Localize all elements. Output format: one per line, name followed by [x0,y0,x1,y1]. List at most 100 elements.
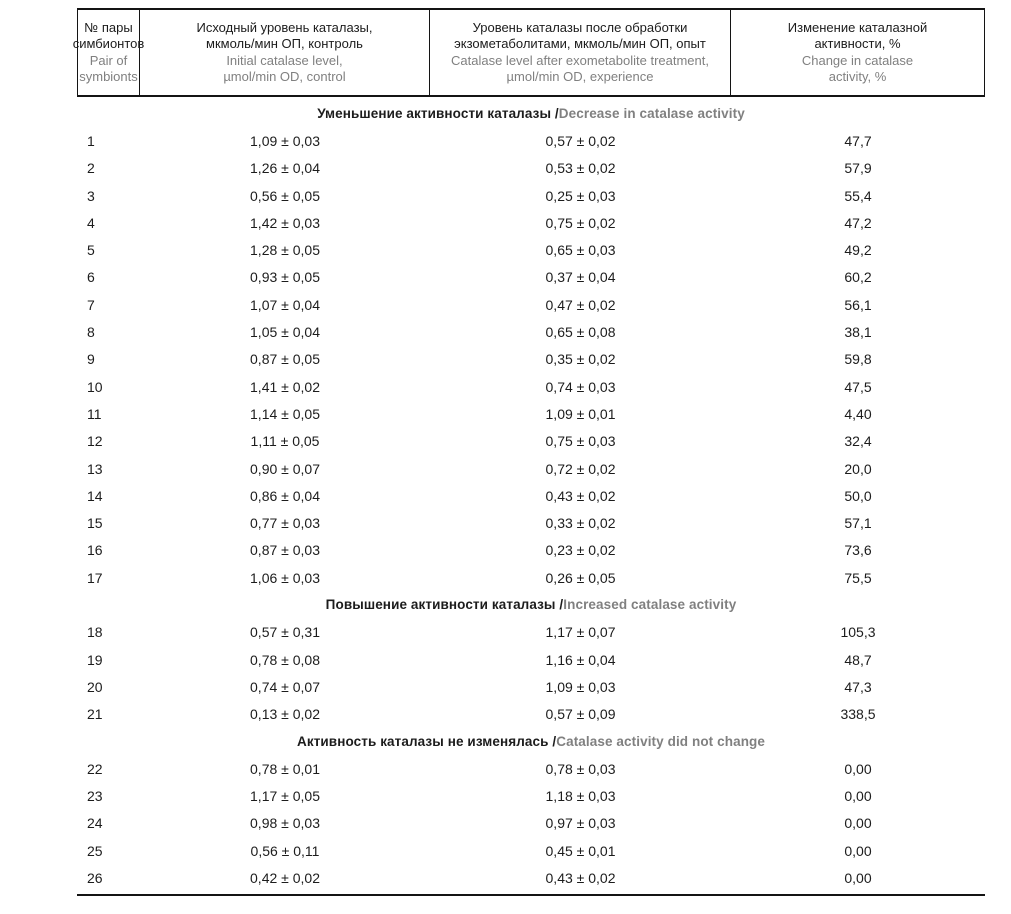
table-row: 19 0,78 ± 0,08 1,16 ± 0,04 48,7 [77,646,985,673]
table-row: 2 1,26 ± 0,04 0,53 ± 0,02 57,9 [77,155,985,182]
section-title-en: Decrease in catalase activity [558,106,745,122]
pair-number-cell: 10 [87,378,103,395]
table-row: 12 1,11 ± 0,05 0,75 ± 0,03 32,4 [77,428,985,455]
control-value-cell: 0,57 ± 0,31 [250,624,320,641]
control-value-cell: 0,90 ± 0,07 [250,460,320,477]
experiment-value-cell: 0,45 ± 0,01 [545,842,616,859]
experiment-value-cell: 0,43 ± 0,02 [545,869,616,886]
header-pair-of-symbionts: № пары симбионтов Pair of symbionts [73,10,144,95]
pair-number-cell: 26 [87,869,103,886]
table-row: 15 0,77 ± 0,03 0,33 ± 0,02 57,1 [77,509,985,536]
control-value-cell: 1,42 ± 0,03 [250,214,320,231]
table-row: 17 1,06 ± 0,03 0,26 ± 0,05 75,5 [77,564,985,591]
table-row: 10 1,41 ± 0,02 0,74 ± 0,03 47,5 [77,373,985,400]
experiment-value-cell: 0,35 ± 0,02 [545,351,616,368]
change-value-cell: 105,3 [840,624,876,641]
experiment-value-cell: 0,97 ± 0,03 [545,815,616,832]
pair-number-cell: 8 [87,324,95,341]
change-value-cell: 47,2 [844,214,872,231]
control-value-cell: 0,74 ± 0,07 [250,678,320,695]
section-title: Активность каталазы не изменялась / Cata… [77,728,985,755]
pair-number-cell: 15 [87,515,103,532]
control-value-cell: 0,87 ± 0,05 [250,351,320,368]
pair-number-cell: 16 [87,542,103,559]
experiment-value-cell: 1,09 ± 0,03 [545,678,616,695]
table-row: 26 0,42 ± 0,02 0,43 ± 0,02 0,00 [77,864,985,891]
table-row: 8 1,05 ± 0,04 0,65 ± 0,08 38,1 [77,318,985,345]
change-value-cell: 56,1 [844,296,872,313]
change-value-cell: 4,40 [844,405,872,422]
experiment-value-cell: 0,74 ± 0,03 [545,378,616,395]
control-value-cell: 0,13 ± 0,02 [250,706,320,723]
control-value-cell: 1,26 ± 0,04 [250,160,320,177]
change-value-cell: 47,3 [844,678,872,695]
experiment-value-cell: 0,75 ± 0,03 [545,433,616,450]
experiment-value-cell: 0,78 ± 0,03 [545,760,616,777]
change-value-cell: 0,00 [844,842,872,859]
control-value-cell: 1,28 ± 0,05 [250,242,320,259]
header-ru-label: Исходный уровень каталазы, мкмоль/мин ОП… [196,19,373,52]
change-value-cell: 20,0 [844,460,872,477]
experiment-value-cell: 0,57 ± 0,02 [545,132,616,149]
change-value-cell: 57,9 [844,160,872,177]
experiment-value-cell: 0,37 ± 0,04 [545,269,616,286]
table-body: Уменьшение активности каталазы / Decreas… [77,97,985,896]
control-value-cell: 1,09 ± 0,03 [250,132,320,149]
section-title-ru: Уменьшение активности каталазы / [317,106,559,122]
change-value-cell: 75,5 [844,569,872,586]
table-row: 18 0,57 ± 0,31 1,17 ± 0,07 105,3 [77,619,985,646]
change-value-cell: 59,8 [844,351,872,368]
pair-number-cell: 17 [87,569,103,586]
table-row: 24 0,98 ± 0,03 0,97 ± 0,03 0,00 [77,810,985,837]
control-value-cell: 0,86 ± 0,04 [250,487,320,504]
pair-number-cell: 22 [87,760,103,777]
table-row: 16 0,87 ± 0,03 0,23 ± 0,02 73,6 [77,537,985,564]
change-value-cell: 50,0 [844,487,872,504]
change-value-cell: 73,6 [844,542,872,559]
change-value-cell: 49,2 [844,242,872,259]
section-title-ru: Повышение активности каталазы / [325,597,564,613]
table-row: 9 0,87 ± 0,05 0,35 ± 0,02 59,8 [77,346,985,373]
change-value-cell: 0,00 [844,869,872,886]
change-value-cell: 0,00 [844,760,872,777]
table-row: 7 1,07 ± 0,04 0,47 ± 0,02 56,1 [77,291,985,318]
change-value-cell: 0,00 [844,788,872,805]
table-row: 11 1,14 ± 0,05 1,09 ± 0,01 4,40 [77,400,985,427]
header-en-label: Catalase level after exometabolite treat… [451,52,709,85]
control-value-cell: 0,98 ± 0,03 [250,815,320,832]
pair-number-cell: 18 [87,624,103,641]
control-value-cell: 1,41 ± 0,02 [250,378,320,395]
header-change-in-activity: Изменение каталазной активности, % Chang… [731,10,985,95]
header-en-label: Pair of symbionts [79,52,138,85]
table-row: 25 0,56 ± 0,11 0,45 ± 0,01 0,00 [77,837,985,864]
pair-number-cell: 6 [87,269,95,286]
section-title: Уменьшение активности каталазы / Decreas… [77,100,985,127]
experiment-value-cell: 0,26 ± 0,05 [545,569,616,586]
control-value-cell: 0,42 ± 0,02 [250,869,320,886]
experiment-value-cell: 0,57 ± 0,09 [545,706,616,723]
table-row: 21 0,13 ± 0,02 0,57 ± 0,09 338,5 [77,701,985,728]
table-row: 5 1,28 ± 0,05 0,65 ± 0,03 49,2 [77,236,985,263]
change-value-cell: 55,4 [844,187,872,204]
pair-number-cell: 11 [87,405,102,422]
section-title-en: Catalase activity did not change [556,733,765,749]
experiment-value-cell: 0,65 ± 0,03 [545,242,616,259]
header-en-label: Change in catalase activity, % [801,52,914,85]
control-value-cell: 1,05 ± 0,04 [250,324,320,341]
control-value-cell: 0,87 ± 0,03 [250,542,320,559]
pair-number-cell: 14 [87,487,103,504]
pair-number-cell: 21 [87,706,103,723]
control-value-cell: 1,06 ± 0,03 [250,569,320,586]
header-catalase-after-treatment: Уровень каталазы после обработки экзомет… [430,10,731,95]
control-value-cell: 0,56 ± 0,11 [250,842,320,859]
control-value-cell: 0,93 ± 0,05 [250,269,320,286]
experiment-value-cell: 0,43 ± 0,02 [545,487,616,504]
pair-number-cell: 2 [87,160,95,177]
pair-number-cell: 20 [87,678,103,695]
control-value-cell: 1,07 ± 0,04 [250,296,320,313]
change-value-cell: 38,1 [844,324,872,341]
change-value-cell: 48,7 [844,651,872,668]
experiment-value-cell: 0,75 ± 0,02 [545,214,616,231]
control-value-cell: 1,14 ± 0,05 [250,405,320,422]
experiment-value-cell: 1,09 ± 0,01 [545,405,616,422]
